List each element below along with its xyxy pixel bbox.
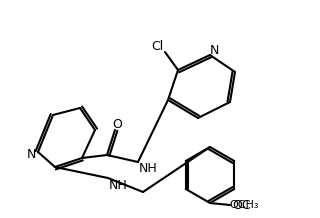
Text: N: N — [26, 148, 36, 160]
Text: OC: OC — [233, 199, 251, 211]
Text: Cl: Cl — [151, 41, 163, 53]
Text: NH: NH — [139, 162, 157, 174]
Text: N: N — [209, 44, 219, 56]
Text: O: O — [112, 118, 122, 131]
Text: OCH₃: OCH₃ — [229, 200, 259, 210]
Text: NH: NH — [108, 179, 127, 191]
